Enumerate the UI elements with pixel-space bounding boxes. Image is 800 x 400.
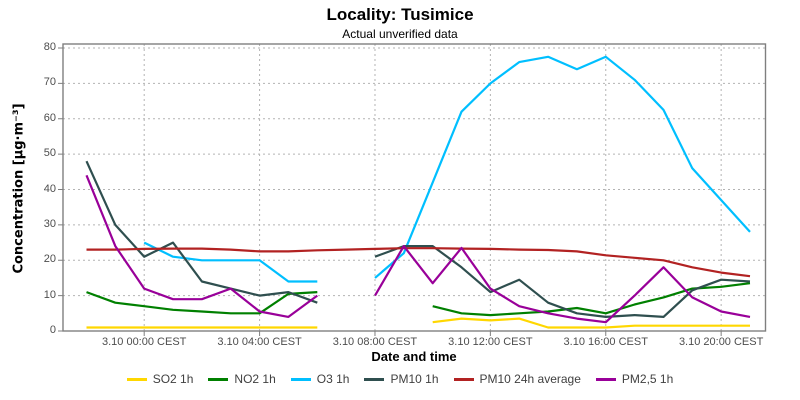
legend-item-no2-1h: NO2 1h xyxy=(208,372,276,386)
legend-swatch-pm10-24h-average xyxy=(453,377,474,381)
x-axis-title: Date and time xyxy=(371,349,457,364)
y-tick-label-20: 20 xyxy=(43,253,56,266)
series-line-pm10-24h-average xyxy=(86,247,751,278)
series-line-pm2-5-1h xyxy=(85,174,751,324)
x-tick-label-3-10-16-00-cest: 3.10 16:00 CEST xyxy=(563,336,648,348)
y-tick-label-50: 50 xyxy=(43,147,56,160)
x-tick-label-3-10-20-00-cest: 3.10 20:00 CEST xyxy=(678,336,764,348)
legend-label-o3-1h: O3 1h xyxy=(316,372,350,386)
y-tick-label-30: 30 xyxy=(43,217,56,230)
x-tick-label-3-10-04-00-cest: 3.10 04:00 CEST xyxy=(217,336,302,348)
legend-swatch-pm10-1h xyxy=(364,377,385,381)
legend-swatch-o3-1h xyxy=(290,377,311,381)
legend-item-o3-1h: O3 1h xyxy=(290,372,350,386)
y-tick-label-60: 60 xyxy=(43,111,56,124)
legend-swatch-pm2-5-1h xyxy=(595,377,616,381)
legend-label-pm10-1h: PM10 1h xyxy=(390,372,439,386)
legend-item-pm2-5-1h: PM2,5 1h xyxy=(595,372,674,386)
legend-swatch-no2-1h xyxy=(208,377,229,381)
x-tick-label-3-10-00-00-cest: 3.10 00:00 CEST xyxy=(101,336,187,348)
chart-subtitle: Actual unverified data xyxy=(342,27,458,41)
y-tick-label-10: 10 xyxy=(43,288,56,301)
y-axis-title: Concentration [µg·m⁻³] xyxy=(11,103,27,274)
legend-label-pm10-24h-average: PM10 24h average xyxy=(479,372,581,386)
y-tick-label-40: 40 xyxy=(43,182,56,195)
series-line-o3-1h xyxy=(143,55,751,283)
legend-item-pm10-1h: PM10 1h xyxy=(364,372,439,386)
legend-label-pm2-5-1h: PM2,5 1h xyxy=(621,372,674,386)
legend-label-no2-1h: NO2 1h xyxy=(234,372,276,386)
legend-item-so2-1h: SO2 1h xyxy=(126,372,194,386)
y-tick-label-80: 80 xyxy=(43,41,56,53)
legend: SO2 1h NO2 1h O3 1h PM10 1h PM10 24h average… xyxy=(0,372,800,386)
y-tick-label-0: 0 xyxy=(49,324,56,336)
series-line-pm10-1h xyxy=(85,160,751,318)
plot-frame xyxy=(62,43,767,332)
series-line-so2-1h xyxy=(86,317,750,329)
x-tick-label-3-10-08-00-cest: 3.10 08:00 CEST xyxy=(332,336,418,348)
legend-item-pm10-24h-average: PM10 24h average xyxy=(453,372,581,386)
y-tick-label-70: 70 xyxy=(43,76,56,89)
legend-swatch-so2-1h xyxy=(126,377,147,381)
legend-label-so2-1h: SO2 1h xyxy=(152,372,194,386)
x-tick-label-3-10-12-00-cest: 3.10 12:00 CEST xyxy=(448,336,533,348)
chart-title: Locality: Tusimice xyxy=(326,5,474,24)
